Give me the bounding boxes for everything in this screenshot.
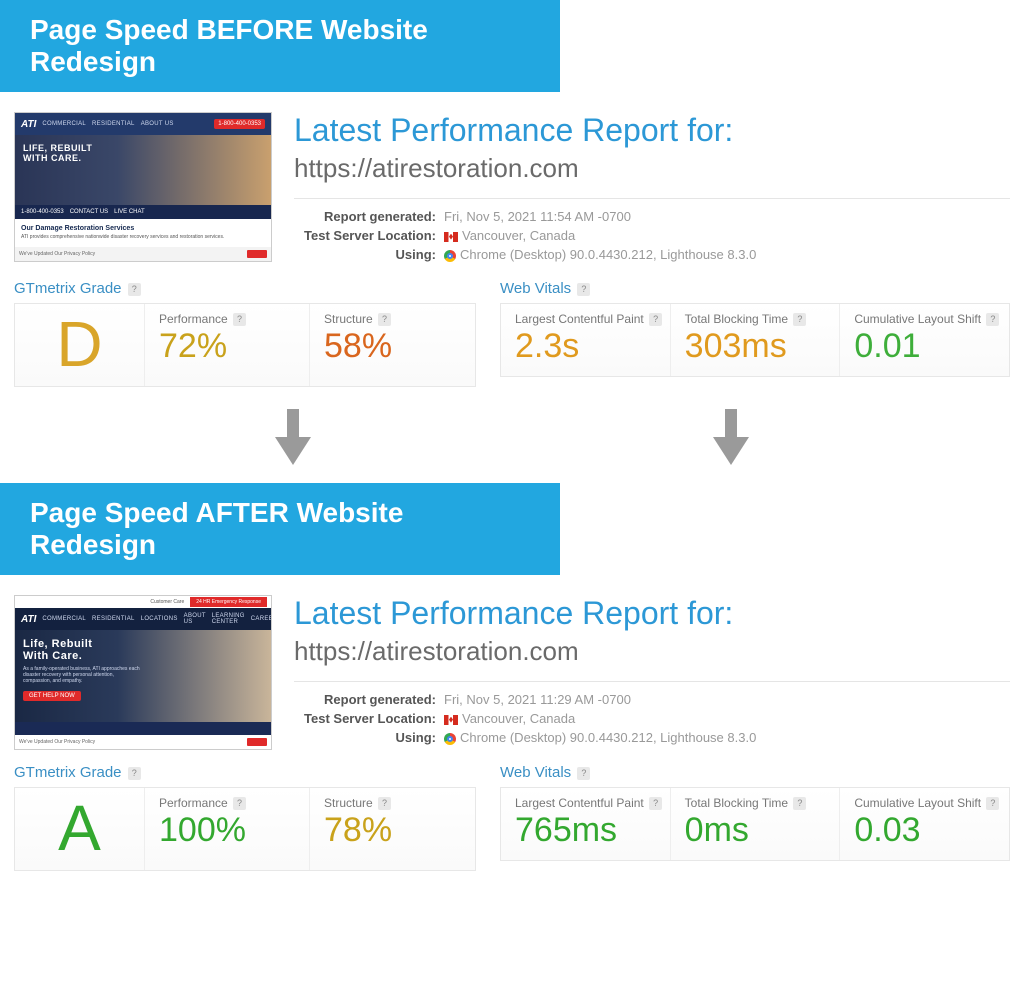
report-url: https://atirestoration.com <box>294 153 1010 184</box>
report-title: Latest Performance Report for: <box>294 595 1010 632</box>
gtmetrix-grade-title: GTmetrix Grade ? <box>14 280 476 297</box>
help-icon[interactable]: ? <box>793 313 806 326</box>
report-url: https://atirestoration.com <box>294 636 1010 667</box>
tbt-cell: Total Blocking Time ? 303ms <box>671 304 841 376</box>
help-icon[interactable]: ? <box>378 797 391 810</box>
canada-flag-icon <box>444 715 458 725</box>
help-icon[interactable]: ? <box>233 313 246 326</box>
gtmetrix-grade-title: GTmetrix Grade ? <box>14 764 476 781</box>
help-icon[interactable]: ? <box>986 313 999 326</box>
web-vitals-title: Web Vitals ? <box>500 280 1010 297</box>
structure-cell: Structure ? 58% <box>310 304 475 386</box>
chrome-icon <box>444 250 456 262</box>
grade-cell: A <box>15 788 145 870</box>
down-arrow-icon <box>269 409 317 465</box>
before-banner: Page Speed BEFORE Website Redesign <box>0 0 560 92</box>
tbt-cell: Total Blocking Time ? 0ms <box>671 788 841 860</box>
help-icon[interactable]: ? <box>128 767 141 780</box>
help-icon[interactable]: ? <box>793 797 806 810</box>
help-icon[interactable]: ? <box>649 797 662 810</box>
grade-letter: A <box>58 796 101 860</box>
structure-cell: Structure ? 78% <box>310 788 475 870</box>
before-report-header: Latest Performance Report for: https://a… <box>294 112 1010 266</box>
cls-cell: Cumulative Layout Shift ? 0.01 <box>840 304 1009 376</box>
help-icon[interactable]: ? <box>577 283 590 296</box>
performance-cell: Performance ? 72% <box>145 304 310 386</box>
chrome-icon <box>444 733 456 745</box>
help-icon[interactable]: ? <box>128 283 141 296</box>
cls-cell: Cumulative Layout Shift ? 0.03 <box>840 788 1009 860</box>
web-vitals-title: Web Vitals ? <box>500 764 1010 781</box>
down-arrow-icon <box>707 409 755 465</box>
after-thumbnail: Customer Care 24 HR Emergency Response A… <box>14 595 272 750</box>
arrows-row <box>14 401 1010 483</box>
performance-cell: Performance ? 100% <box>145 788 310 870</box>
thumb-logo: ATI <box>21 614 36 625</box>
help-icon[interactable]: ? <box>986 797 999 810</box>
lcp-cell: Largest Contentful Paint ? 765ms <box>501 788 671 860</box>
grade-letter: D <box>56 312 102 376</box>
help-icon[interactable]: ? <box>577 767 590 780</box>
after-banner: Page Speed AFTER Website Redesign <box>0 483 560 575</box>
grade-cell: D <box>15 304 145 386</box>
canada-flag-icon <box>444 232 458 242</box>
help-icon[interactable]: ? <box>649 313 662 326</box>
before-thumbnail: ATI COMMERCIAL RESIDENTIAL ABOUT US 1-80… <box>14 112 272 262</box>
lcp-cell: Largest Contentful Paint ? 2.3s <box>501 304 671 376</box>
thumb-logo: ATI <box>21 119 36 130</box>
help-icon[interactable]: ? <box>378 313 391 326</box>
report-title: Latest Performance Report for: <box>294 112 1010 149</box>
after-report-header: Latest Performance Report for: https://a… <box>294 595 1010 749</box>
help-icon[interactable]: ? <box>233 797 246 810</box>
